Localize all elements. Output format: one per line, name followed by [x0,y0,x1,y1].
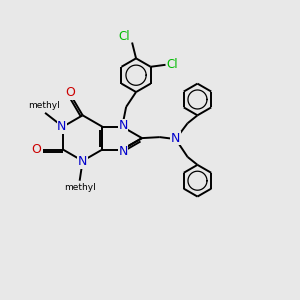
Text: N: N [118,119,128,132]
Text: Cl: Cl [167,58,178,71]
Text: N: N [171,132,180,145]
Text: O: O [31,143,41,156]
Text: N: N [118,145,128,158]
Text: methyl: methyl [28,101,60,110]
Text: methyl: methyl [64,183,95,192]
Text: Cl: Cl [118,30,130,43]
Text: N: N [78,155,87,168]
Text: O: O [65,86,75,99]
Text: N: N [57,120,67,133]
